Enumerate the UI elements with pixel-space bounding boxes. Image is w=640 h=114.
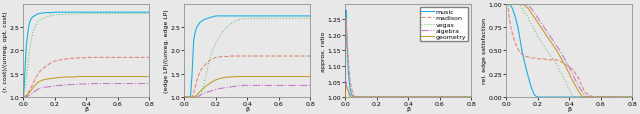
X-axis label: β: β bbox=[84, 106, 88, 111]
Legend: music, madison, vegas, algebra, geometry: music, madison, vegas, algebra, geometry bbox=[419, 8, 468, 42]
X-axis label: β: β bbox=[245, 106, 250, 111]
Y-axis label: (r. cost)/(unreg. opt. cost): (r. cost)/(unreg. opt. cost) bbox=[3, 11, 8, 91]
X-axis label: β: β bbox=[406, 106, 410, 111]
Y-axis label: (edge LP)/(unreg. edge LP): (edge LP)/(unreg. edge LP) bbox=[164, 9, 169, 92]
X-axis label: β: β bbox=[567, 106, 572, 111]
Y-axis label: rel. edge satisfaction: rel. edge satisfaction bbox=[482, 18, 487, 84]
Y-axis label: approx. ratio: approx. ratio bbox=[321, 31, 326, 71]
